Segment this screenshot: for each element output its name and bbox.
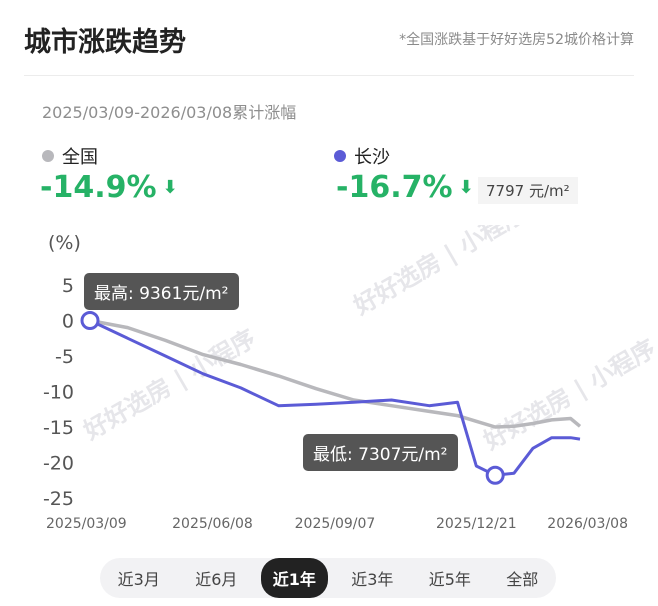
legend-label-national: 全国 xyxy=(62,147,98,168)
header-divider xyxy=(24,75,634,76)
x-tick-label: 2025/03/09 xyxy=(46,516,127,532)
y-axis-unit: (%) xyxy=(48,232,81,254)
price-badge: 7797 元/m² xyxy=(478,177,578,204)
watermark: 好好选房 | 小程序 xyxy=(348,225,530,321)
down-arrow-icon: ⬇ xyxy=(162,177,178,198)
series-line-national xyxy=(89,318,582,429)
page-title: 城市涨跌趋势 xyxy=(24,27,186,58)
tooltip-high: 最高: 9361元/m² xyxy=(84,273,239,310)
y-tick-label: -20 xyxy=(43,453,74,475)
high-point-marker xyxy=(80,311,100,330)
change-value-city: -16.7% xyxy=(336,170,453,205)
x-tick-label: 2025/09/07 xyxy=(295,516,376,532)
tab-range-5[interactable]: 全部 xyxy=(506,570,539,589)
tab-range-4[interactable]: 近5年 xyxy=(428,570,471,589)
y-tick-label: -25 xyxy=(43,488,74,510)
x-tick-label: 2025/12/21 xyxy=(436,516,517,532)
low-point-marker xyxy=(485,465,505,485)
data-source-note: *全国涨跌基于好好选房52城价格计算 xyxy=(399,32,634,48)
legend-dot-national xyxy=(42,150,54,162)
y-tick-label: 0 xyxy=(62,311,74,333)
y-tick-label: -15 xyxy=(43,417,74,439)
change-value-national: -14.9% xyxy=(40,170,157,205)
change-city: -16.7% ⬇ xyxy=(336,170,474,205)
legend-national: 全国 xyxy=(42,143,98,169)
y-tick-label: 5 xyxy=(62,275,74,297)
y-tick-label: -10 xyxy=(43,382,74,404)
tab-range-2[interactable]: 近1年 xyxy=(260,558,328,598)
change-national: -14.9% ⬇ xyxy=(40,170,178,205)
legend-label-city: 长沙 xyxy=(354,147,390,168)
series-line-city xyxy=(89,319,581,477)
y-tick-label: -5 xyxy=(55,346,74,368)
legend-city: 长沙 xyxy=(334,143,390,169)
down-arrow-icon: ⬇ xyxy=(458,177,474,198)
tab-range-0[interactable]: 近3月 xyxy=(117,570,160,589)
period-label: 2025/03/09-2026/03/08累计涨幅 xyxy=(42,103,297,122)
tab-range-1[interactable]: 近6月 xyxy=(195,570,238,589)
time-range-tabs: 近3月 近6月 近1年 近3年 近5年 全部 xyxy=(100,558,556,598)
x-tick-label: 2025/06/08 xyxy=(172,516,253,532)
tab-range-3[interactable]: 近3年 xyxy=(351,570,394,589)
x-tick-label: 2026/03/08 xyxy=(547,516,628,532)
tooltip-low: 最低: 7307元/m² xyxy=(303,434,458,471)
legend-dot-city xyxy=(334,150,346,162)
